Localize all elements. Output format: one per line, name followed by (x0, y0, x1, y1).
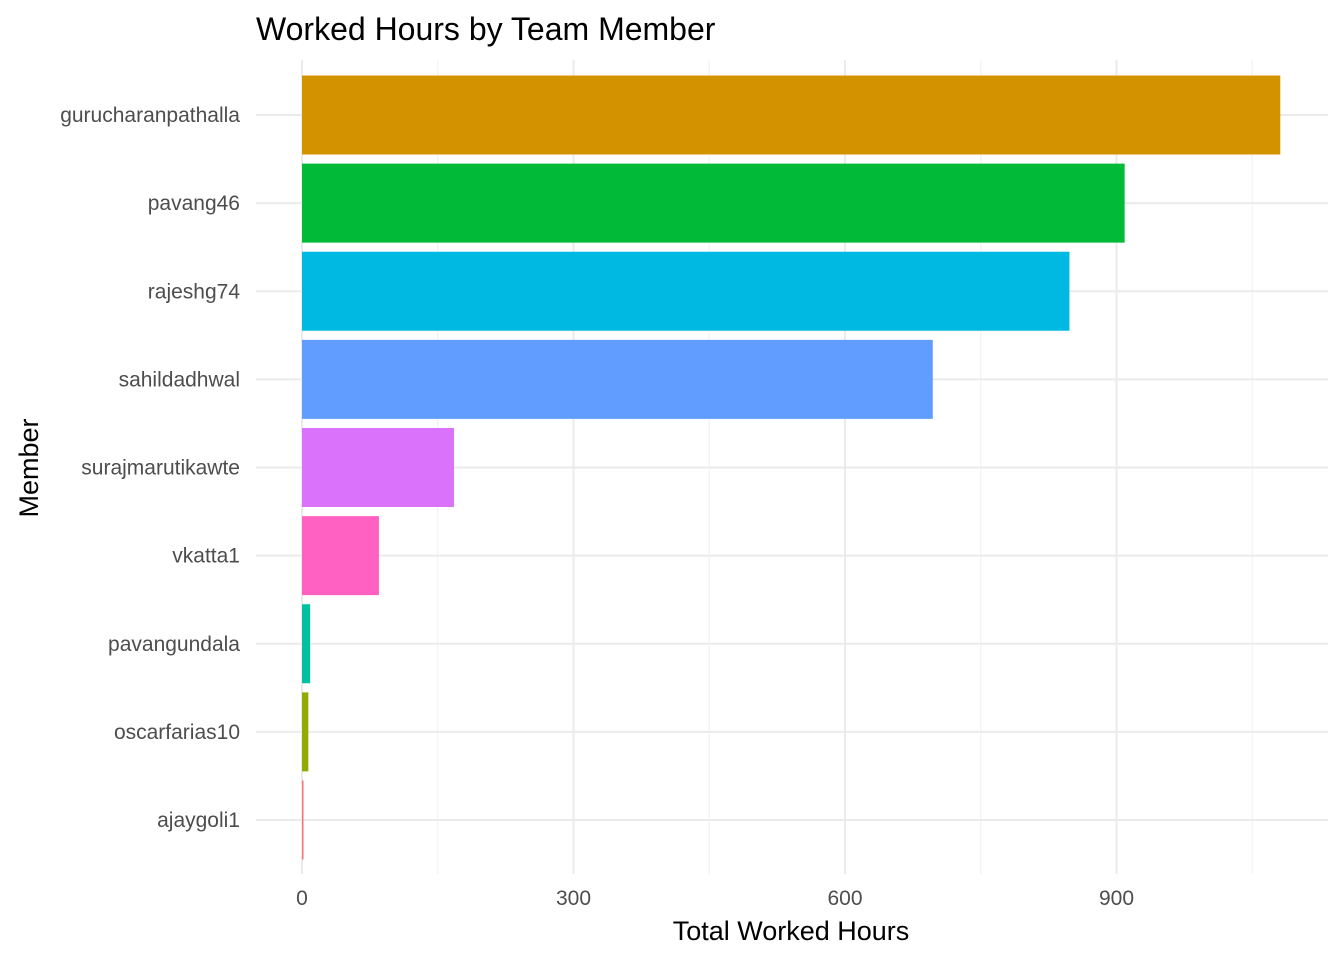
bar-vkatta1 (302, 516, 379, 596)
y-tick-label: oscarfarias10 (114, 721, 240, 744)
bar-pavangundala (302, 604, 311, 684)
x-axis-title: Total Worked Hours (673, 916, 910, 946)
x-tick-label: 900 (1099, 887, 1134, 910)
y-tick-label: pavang46 (148, 192, 240, 215)
y-tick-label: pavangundala (108, 633, 240, 656)
bar-pavang46 (302, 163, 1125, 243)
y-tick-label: vkatta1 (172, 545, 240, 568)
x-tick-label: 0 (296, 887, 308, 910)
x-tick-label: 300 (556, 887, 591, 910)
y-tick-label: surajmarutikawte (81, 457, 240, 480)
y-tick-label: rajeshg74 (148, 280, 241, 303)
bars (302, 75, 1281, 860)
y-tick-label: sahildadhwal (119, 368, 240, 391)
x-tick-label: 600 (827, 887, 862, 910)
bar-oscarfarias10 (302, 692, 309, 772)
bar-gurucharanpathalla (302, 75, 1281, 155)
bar-surajmarutikawte (302, 428, 455, 507)
y-tick-label: gurucharanpathalla (60, 104, 240, 127)
y-axis-tick-labels: gurucharanpathalla pavang46 rajeshg74 sahil… (60, 104, 240, 832)
y-tick-label: ajaygoli1 (157, 809, 240, 832)
bar-ajaygoli1 (302, 780, 304, 860)
chart-title: Worked Hours by Team Member (256, 11, 716, 47)
x-axis-tick-labels: 0 300 600 900 (296, 887, 1134, 910)
y-axis-title: Member (14, 418, 44, 517)
bar-sahildadhwal (302, 339, 933, 419)
bar-rajeshg74 (302, 251, 1070, 331)
